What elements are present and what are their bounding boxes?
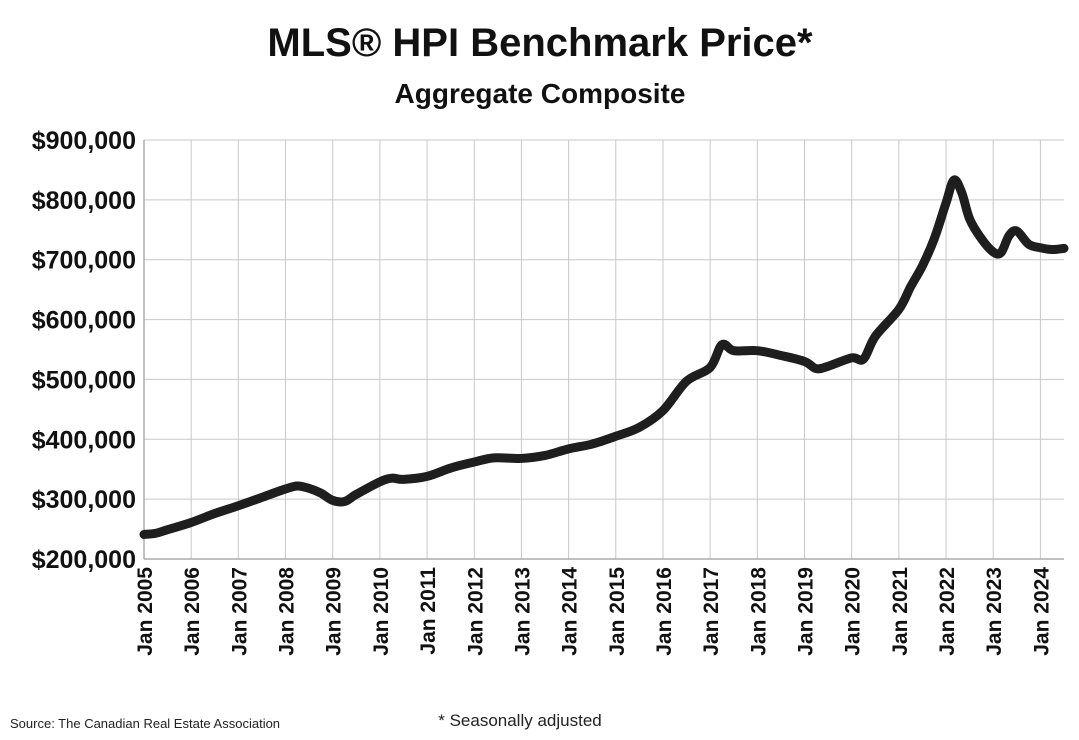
x-tick-label: Jan 2015 bbox=[606, 567, 629, 656]
y-tick-label: $900,000 bbox=[32, 127, 136, 155]
x-tick-label: Jan 2019 bbox=[795, 567, 818, 656]
x-tick-label: Jan 2009 bbox=[323, 567, 346, 656]
y-tick-label: $500,000 bbox=[32, 366, 136, 394]
y-tick-label: $200,000 bbox=[32, 546, 136, 574]
y-tick-label: $600,000 bbox=[32, 307, 136, 335]
source-note: Source: The Canadian Real Estate Associa… bbox=[10, 716, 280, 731]
x-tick-label: Jan 2020 bbox=[842, 567, 865, 656]
x-tick-label: Jan 2006 bbox=[181, 567, 204, 656]
y-tick-label: $700,000 bbox=[32, 247, 136, 275]
x-tick-label: Jan 2007 bbox=[228, 567, 251, 656]
x-tick-label: Jan 2024 bbox=[1030, 567, 1053, 656]
chart-title: MLS® HPI Benchmark Price* bbox=[267, 21, 813, 65]
x-tick-label: Jan 2005 bbox=[134, 567, 157, 656]
series-group bbox=[139, 175, 1069, 539]
seasonal-adjustment-note: * Seasonally adjusted bbox=[438, 711, 602, 730]
series-line-benchmark-price bbox=[139, 175, 1069, 539]
x-tick-label: Jan 2011 bbox=[417, 567, 440, 655]
x-tick-label: Jan 2022 bbox=[936, 567, 959, 656]
x-tick-label: Jan 2017 bbox=[700, 567, 723, 656]
y-tick-label: $300,000 bbox=[32, 486, 136, 514]
x-axis-ticks: Jan 2005 Jan 2006 Jan 2007 Jan 2008 Jan 2009… bbox=[134, 567, 1053, 656]
x-tick-label: Jan 2008 bbox=[276, 567, 299, 656]
x-tick-label: Jan 2013 bbox=[511, 567, 534, 656]
x-tick-label: Jan 2018 bbox=[747, 567, 770, 656]
chart-subtitle: Aggregate Composite bbox=[395, 78, 686, 109]
y-axis-ticks: $200,000 $300,000 $400,000 $500,000 $600,000… bbox=[32, 127, 136, 574]
x-tick-label: Jan 2014 bbox=[559, 567, 582, 656]
grid bbox=[143, 139, 1064, 560]
x-tick-label: Jan 2010 bbox=[370, 567, 393, 656]
x-tick-label: Jan 2021 bbox=[889, 567, 912, 656]
x-tick-label: Jan 2012 bbox=[464, 567, 487, 656]
x-tick-label: Jan 2016 bbox=[653, 567, 676, 656]
y-tick-label: $400,000 bbox=[32, 426, 136, 454]
y-tick-label: $800,000 bbox=[32, 187, 136, 215]
x-tick-label: Jan 2023 bbox=[983, 567, 1006, 656]
